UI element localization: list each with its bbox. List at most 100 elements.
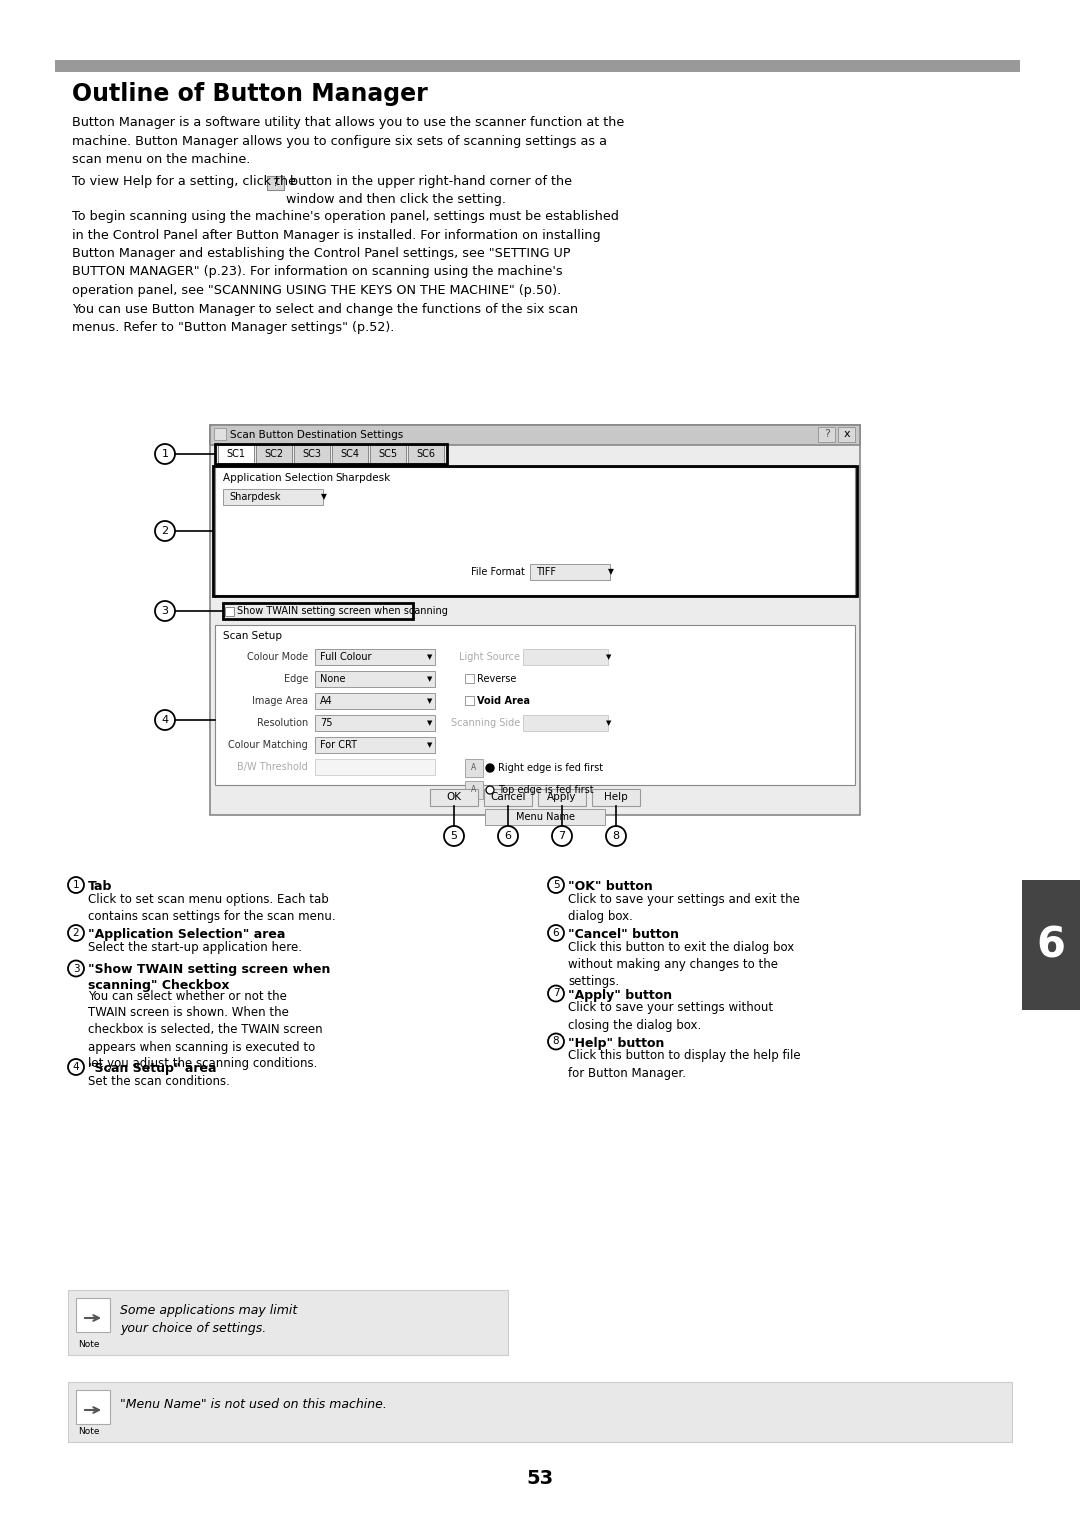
Text: To begin scanning using the machine's operation panel, settings must be establis: To begin scanning using the machine's op… <box>72 209 619 333</box>
Text: 2: 2 <box>161 526 168 537</box>
Text: Note: Note <box>78 1427 99 1436</box>
Bar <box>818 427 835 442</box>
Text: "Application Selection" area: "Application Selection" area <box>87 928 285 940</box>
Text: Button Manager is a software utility that allows you to use the scanner function: Button Manager is a software utility tha… <box>72 116 624 167</box>
Text: SC3: SC3 <box>302 450 322 459</box>
Text: Scan Setup: Scan Setup <box>222 631 282 641</box>
Text: ▼: ▼ <box>427 676 432 682</box>
Bar <box>76 1298 110 1332</box>
Bar <box>215 443 447 463</box>
Text: "Show TWAIN setting screen when
scanning" Checkbox: "Show TWAIN setting screen when scanning… <box>87 963 330 992</box>
Text: None: None <box>320 674 346 683</box>
Circle shape <box>548 878 564 893</box>
Text: Outline of Button Manager: Outline of Button Manager <box>72 83 428 106</box>
Text: 1: 1 <box>72 881 79 890</box>
Text: Set the scan conditions.: Set the scan conditions. <box>87 1075 230 1089</box>
Text: ▼: ▼ <box>606 654 611 661</box>
Circle shape <box>156 443 175 463</box>
Circle shape <box>548 925 564 940</box>
Text: Menu Name: Menu Name <box>515 812 575 823</box>
Text: A: A <box>471 786 476 795</box>
Text: 1: 1 <box>162 450 168 459</box>
Text: Some applications may limit
your choice of settings.: Some applications may limit your choice … <box>120 1304 297 1335</box>
Text: ▼: ▼ <box>321 492 327 502</box>
Text: A: A <box>471 763 476 772</box>
Bar <box>485 809 605 826</box>
Text: "Apply" button: "Apply" button <box>568 989 672 1001</box>
Text: SC4: SC4 <box>340 450 360 459</box>
Text: OK: OK <box>446 792 461 803</box>
Text: Click to save your settings without
closing the dialog box.: Click to save your settings without clos… <box>568 1001 773 1032</box>
Bar <box>838 427 855 442</box>
Text: File Format: File Format <box>471 567 525 576</box>
Text: Sharpdesk: Sharpdesk <box>335 472 390 483</box>
Text: Scan Button Destination Settings: Scan Button Destination Settings <box>230 430 403 440</box>
Bar <box>1022 881 1080 1011</box>
Text: B/W Threshold: B/W Threshold <box>238 761 308 772</box>
Text: 3: 3 <box>72 963 79 974</box>
Text: "Cancel" button: "Cancel" button <box>568 928 679 940</box>
Text: To view Help for a setting, click the: To view Help for a setting, click the <box>72 174 300 188</box>
Text: ?: ? <box>272 177 278 188</box>
Text: Tab: Tab <box>87 881 112 893</box>
Bar <box>530 564 610 579</box>
Bar <box>315 758 435 775</box>
Circle shape <box>68 878 84 893</box>
Bar <box>484 789 532 806</box>
Text: 3: 3 <box>162 605 168 616</box>
Circle shape <box>606 826 626 846</box>
Bar <box>267 176 284 190</box>
Text: TIFF: TIFF <box>536 567 556 576</box>
Text: 5: 5 <box>450 830 458 841</box>
Bar <box>315 693 435 709</box>
Text: SC6: SC6 <box>417 450 435 459</box>
Bar <box>222 489 323 505</box>
Text: Application Selection: Application Selection <box>222 472 333 483</box>
Text: Colour Mode: Colour Mode <box>247 651 308 662</box>
Bar <box>332 445 368 463</box>
Circle shape <box>156 709 175 729</box>
Bar <box>222 602 413 619</box>
Text: Sharpdesk: Sharpdesk <box>229 492 281 502</box>
Bar <box>592 789 640 806</box>
Bar <box>294 445 330 463</box>
Bar <box>315 737 435 752</box>
Text: 4: 4 <box>72 1063 79 1072</box>
Bar <box>430 789 478 806</box>
Text: 7: 7 <box>553 989 559 998</box>
Circle shape <box>548 1034 564 1049</box>
Text: Click this button to exit the dialog box
without making any changes to the
setti: Click this button to exit the dialog box… <box>568 940 794 988</box>
Circle shape <box>156 521 175 541</box>
Text: Note: Note <box>78 1339 99 1349</box>
Text: "Scan Setup" area: "Scan Setup" area <box>87 1063 216 1075</box>
Bar <box>315 648 435 665</box>
Bar <box>465 696 474 705</box>
Text: ▼: ▼ <box>427 742 432 748</box>
Text: 75: 75 <box>320 719 333 728</box>
Text: 7: 7 <box>558 830 566 841</box>
Text: 6: 6 <box>553 928 559 937</box>
Text: "Menu Name" is not used on this machine.: "Menu Name" is not used on this machine. <box>120 1399 387 1411</box>
Text: SC1: SC1 <box>227 450 245 459</box>
Bar <box>76 1390 110 1423</box>
Text: Show TWAIN setting screen when scanning: Show TWAIN setting screen when scanning <box>237 605 448 616</box>
Bar <box>256 445 292 463</box>
Bar <box>465 674 474 683</box>
Bar <box>408 445 444 463</box>
Circle shape <box>548 986 564 1001</box>
Text: ▼: ▼ <box>427 654 432 661</box>
Circle shape <box>498 826 518 846</box>
Bar <box>210 425 860 445</box>
Text: A4: A4 <box>320 696 333 706</box>
Text: x: x <box>843 430 850 439</box>
Text: 8: 8 <box>612 830 620 841</box>
Circle shape <box>68 1060 84 1075</box>
Text: Click to set scan menu options. Each tab
contains scan settings for the scan men: Click to set scan menu options. Each tab… <box>87 893 336 924</box>
Text: Light Source: Light Source <box>459 651 519 662</box>
Text: ?: ? <box>824 430 829 439</box>
Bar <box>213 466 858 596</box>
Text: 6: 6 <box>1037 924 1066 966</box>
Bar <box>465 758 483 777</box>
Circle shape <box>486 764 494 772</box>
Text: Right edge is fed first: Right edge is fed first <box>498 763 603 774</box>
